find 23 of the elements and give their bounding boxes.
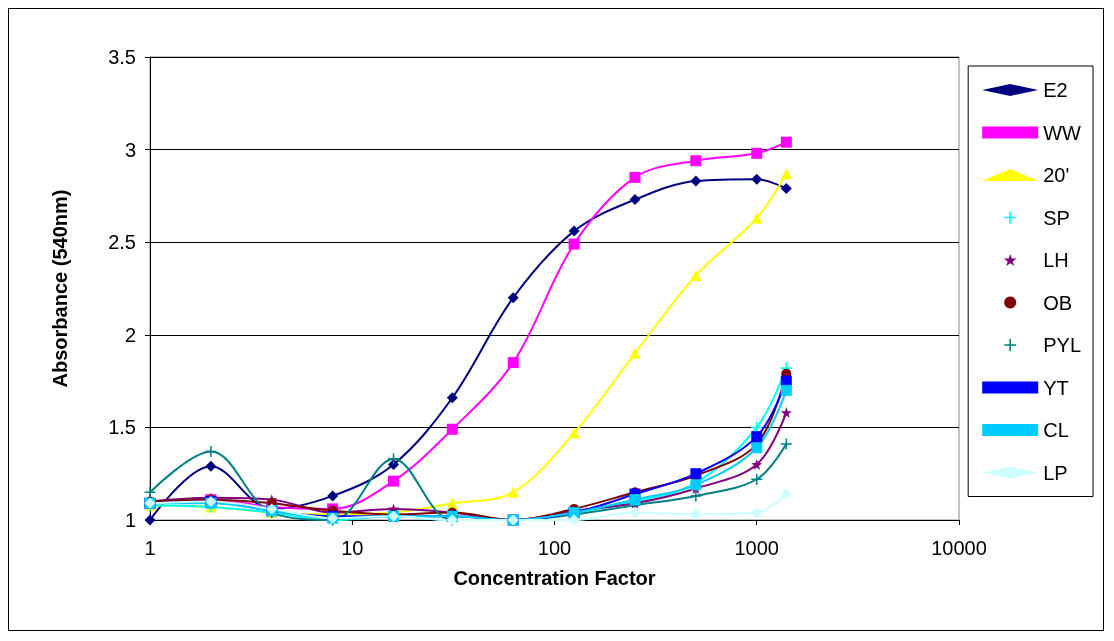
y-tick-label: 1.5 [108, 416, 136, 439]
legend-label: YT [1043, 376, 1069, 399]
y-tick-label: 2 [124, 323, 136, 346]
x-tick-label: 10 [341, 537, 364, 559]
y-tick-label: 2.5 [108, 231, 136, 254]
legend-label: PYL [1043, 334, 1082, 356]
legend-label: LP [1043, 461, 1068, 484]
y-tick-label: 3 [124, 138, 136, 161]
x-tick-label: 1 [144, 537, 156, 559]
legend-label: OB [1043, 291, 1073, 314]
x-tick-label: 100 [537, 537, 572, 559]
legend-label: WW [1043, 121, 1082, 144]
y-tick-label: 3.5 [108, 46, 136, 68]
legend-label: SP [1043, 206, 1070, 229]
legend-label: LH [1043, 249, 1069, 271]
legend-label: CL [1043, 419, 1069, 441]
x-axis-title: Concentration Factor [453, 567, 656, 589]
legend-label: 20' [1043, 164, 1070, 186]
x-tick-label: 1000 [734, 537, 779, 559]
x-tick-label: 10000 [931, 537, 987, 559]
y-tick-label: 1 [124, 509, 136, 531]
legend-label: E2 [1043, 79, 1068, 101]
y-axis-title: Absorbance (540nm) [49, 189, 71, 388]
